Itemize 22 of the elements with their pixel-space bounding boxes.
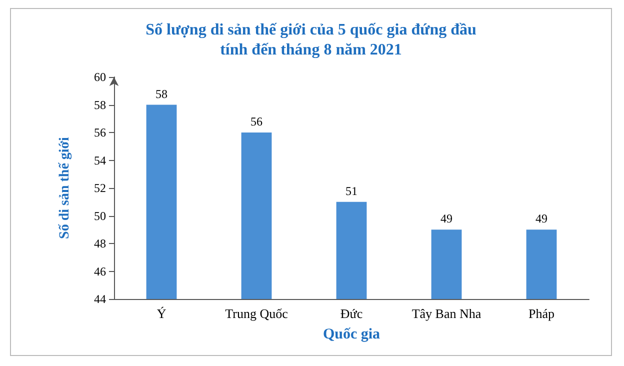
y-tick-label: 44 (94, 292, 106, 306)
y-tick-label: 52 (94, 181, 106, 195)
data-label: 49 (440, 212, 452, 226)
x-axis-title: Quốc gia (322, 326, 381, 342)
y-tick-label: 58 (94, 98, 106, 112)
x-tick-label: Trung Quốc (225, 306, 288, 321)
y-tick-label: 50 (94, 208, 106, 223)
data-label: 51 (346, 184, 358, 198)
data-label: 58 (156, 86, 168, 101)
x-tick-label: Tây Ban Nha (412, 306, 482, 321)
data-label: 56 (250, 114, 262, 128)
x-tick-label: Ý (156, 306, 167, 321)
y-tick-label: 46 (94, 264, 106, 278)
chart-title: Số lượng di sản thế giới của 5 quốc gia đứng đầu tính đến tháng 8 năm 2021 (146, 22, 476, 58)
x-tick-label: Pháp (528, 306, 554, 321)
y-tick-label: 56 (94, 126, 106, 140)
y-tick-label: 60 (94, 70, 106, 84)
x-tick-label: Đức (340, 306, 363, 321)
y-tick-label: 48 (94, 236, 106, 250)
y-tick-label: 54 (94, 153, 106, 168)
y-axis-title: Số di sản thế giới (58, 136, 72, 239)
data-label: 49 (536, 212, 548, 226)
